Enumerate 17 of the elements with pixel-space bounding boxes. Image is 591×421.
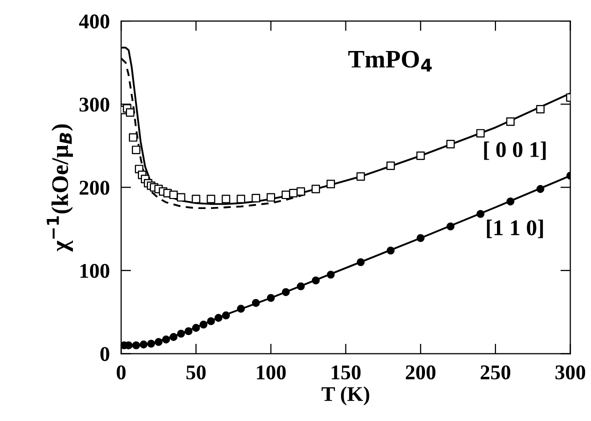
y-tick-label: 200: [80, 180, 110, 195]
x-tick-label: 50: [186, 365, 206, 380]
x-tick-label: 150: [332, 365, 361, 380]
x-tick-label: 0: [116, 365, 126, 380]
y-tick-label: 100: [80, 264, 110, 278]
x-tick-label: 200: [406, 365, 436, 380]
text: TmPO$_{4}$: [348, 50, 432, 72]
x-tick-label: 300: [555, 365, 586, 380]
x-tick-label: 250: [480, 365, 510, 380]
y-tick-label: 300: [80, 98, 110, 112]
y-tick-label: 400: [79, 14, 110, 28]
series-label: [ 0 0 1]: [484, 142, 546, 160]
x-axis-title: T (K): [322, 386, 370, 406]
y-tick-label: 0: [100, 347, 110, 362]
series-label: [1 1 0]: [486, 220, 543, 238]
y-axis-title: χ$^{−1}$(kOe/μ$_{B}$): [46, 124, 73, 252]
x-tick-label: 100: [256, 365, 286, 380]
